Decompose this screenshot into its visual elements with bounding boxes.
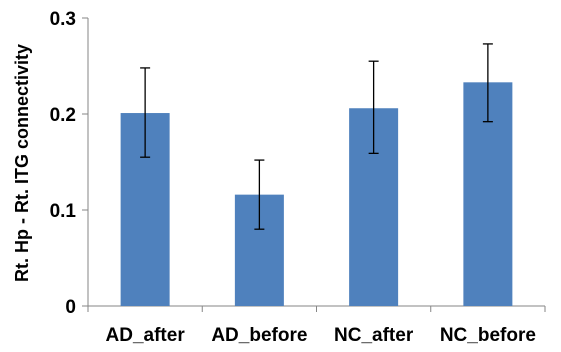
bars [120, 82, 513, 307]
x-tick-label: AD_before [211, 325, 307, 346]
error-bars [140, 43, 493, 230]
tick-labels: 0 0.1 0.2 0.3 AD_after AD_before NC_after NC_be… [50, 9, 536, 346]
y-tick-label: 0.2 [50, 105, 76, 126]
x-tick-label: AD_after [106, 325, 186, 346]
y-tick-label: 0.3 [50, 9, 76, 30]
x-tick-label: NC_before [440, 325, 536, 346]
y-tick-label: 0 [65, 297, 76, 318]
y-tick-label: 0.1 [50, 201, 77, 222]
x-tick-label: NC_after [334, 325, 414, 346]
y-axis-title: Rt. Hp - Rt. ITG connectivity [12, 44, 32, 282]
